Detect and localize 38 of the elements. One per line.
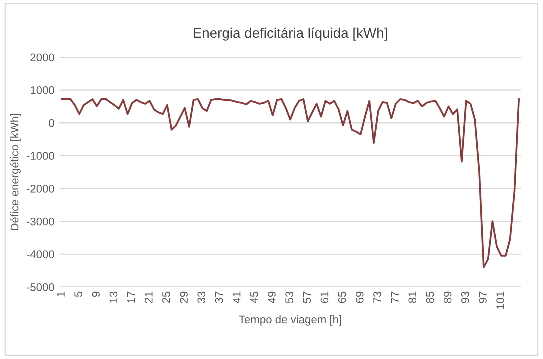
x-tick-label: 21 (144, 292, 153, 304)
y-tick-label: 0 (49, 119, 54, 128)
x-tick-label: 73 (374, 292, 382, 304)
y-tick-label: -1000 (26, 152, 54, 160)
x-tick-label: 57 (303, 292, 312, 304)
x-tick-label: 69 (356, 292, 364, 304)
x-tick-label: 81 (408, 292, 417, 304)
chart-title: Energia deficitária líquida [kWh] (194, 28, 388, 41)
line-series (61, 98, 520, 268)
x-tick-label: 13 (110, 292, 118, 303)
x-tick-label: 5 (74, 292, 82, 298)
x-tick-label: 65 (338, 292, 346, 304)
x-tick-label: 93 (461, 292, 470, 304)
x-tick-label: 53 (286, 292, 294, 304)
x-tick-label: 61 (320, 292, 329, 304)
x-tick-label: 1 (57, 292, 65, 297)
x-tick-label: 41 (232, 292, 241, 304)
x-tick-label: 17 (127, 292, 136, 303)
x-tick-label: 77 (391, 292, 399, 304)
y-tick-label: -5000 (26, 283, 54, 292)
y-tick-label: 1000 (31, 86, 54, 94)
x-tick-label: 89 (444, 292, 452, 304)
x-tick-label: 29 (180, 292, 188, 304)
x-tick-label: 25 (162, 292, 170, 304)
y-tick-label: -3000 (26, 218, 54, 226)
x-tick-label: 9 (92, 292, 100, 298)
y-tick-label: -2000 (26, 185, 54, 193)
x-tick-label: 85 (426, 292, 434, 304)
x-axis-title: Tempo de viagem [h] (239, 315, 342, 326)
x-tick-label: 33 (198, 292, 206, 304)
y-tick-label: 2000 (30, 54, 54, 62)
x-tick-label: 101 (496, 292, 504, 310)
x-tick-label: 49 (268, 292, 276, 304)
x-tick-label: 37 (215, 292, 224, 304)
y-tick-label: -4000 (26, 250, 54, 259)
x-tick-label: 45 (250, 292, 258, 304)
y-axis-title: Défice energético [kWh] (10, 114, 21, 230)
x-tick-label: 97 (479, 292, 487, 304)
